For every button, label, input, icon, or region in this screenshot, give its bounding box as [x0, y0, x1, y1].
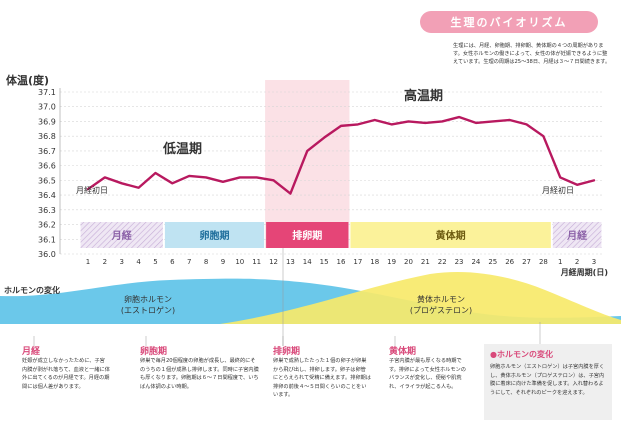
x-tick-label: 22: [438, 258, 447, 266]
y-axis-label: 体温(度): [6, 73, 49, 87]
x-tick-label: 26: [505, 258, 514, 266]
x-tick-label: 8: [204, 258, 208, 266]
x-tick-label: 20: [404, 258, 413, 266]
x-tick-label: 16: [337, 258, 346, 266]
y-tick-label: 36.3: [38, 206, 56, 215]
estrogen-sub-label: (エストロゲン): [121, 305, 175, 315]
note-ovulation-title: 排卵期: [273, 347, 301, 357]
x-tick-label: 3: [119, 258, 123, 266]
phase-bar: [164, 222, 265, 248]
note-follicular-title: 卵胞期: [140, 347, 168, 357]
x-tick-label: 19: [387, 258, 396, 266]
x-tick-label: 10: [235, 258, 244, 266]
x-tick-label: 21: [421, 258, 430, 266]
note-menstruation-body: 妊娠が成立しなかったために、子宮内膜が剥がれ落ちて、血液と一緒に体外に出てくるの…: [22, 358, 110, 390]
x-tick-label: 1: [86, 258, 90, 266]
y-tick-label: 36.6: [38, 162, 56, 171]
temperature-line: [86, 115, 596, 195]
x-tick-label: 24: [471, 258, 480, 266]
x-tick-label: 12: [269, 258, 278, 266]
progesterone-curve: [220, 271, 621, 324]
x-tick-label: 7: [187, 258, 191, 266]
y-tick-label: 36.4: [38, 191, 56, 200]
phase-label: 卵胞期: [200, 229, 230, 242]
y-tick-label: 36.9: [38, 117, 56, 126]
hormone-note-box: ●ホルモンの変化 卵胞ホルモン（エストロゲン）は子宮内膜を厚くし、黄体ホルモン（…: [484, 344, 612, 420]
x-tick-label: 18: [370, 258, 379, 266]
x-tick-label: 11: [252, 258, 261, 266]
progesterone-sub-label: (プロゲステロン): [410, 305, 472, 315]
low-temp-label: 低温期: [162, 141, 202, 157]
y-tick-label: 36.1: [38, 235, 56, 244]
estrogen-label: 卵胞ホルモン: [124, 294, 172, 304]
x-tick-label: 3: [592, 258, 596, 266]
ovulation-band: [265, 80, 350, 248]
note-luteal-body: 子宮内膜が最も厚くなる時期です。排卵によって女性ホルモンのバランスが変化し、便秘…: [389, 358, 466, 390]
phase-label: 月経: [111, 229, 133, 242]
x-tick-label: 23: [455, 258, 464, 266]
x-tick-label: 1: [558, 258, 562, 266]
x-tick-label: 13: [286, 258, 295, 266]
x-tick-label: 14: [303, 258, 312, 266]
y-tick-label: 36.2: [38, 221, 56, 230]
phase-label: 黄体期: [436, 229, 466, 242]
y-tick-label: 36.0: [38, 250, 56, 259]
x-tick-label: 15: [320, 258, 329, 266]
high-temp-label: 高温期: [404, 88, 443, 104]
note-menstruation-title: 月経: [22, 347, 41, 357]
x-tick-label: 2: [575, 258, 579, 266]
phase-bar: [350, 222, 551, 248]
x-tick-label: 25: [488, 258, 497, 266]
x-tick-label: 5: [153, 258, 157, 266]
x-tick-label: 28: [539, 258, 548, 266]
x-tick-label: 17: [353, 258, 362, 266]
y-tick-label: 37.0: [38, 103, 56, 112]
period-start-label-right: 月経初日: [542, 185, 574, 195]
phase-label: 排卵期: [292, 229, 322, 242]
note-ovulation-body: 卵巣で成熟したたった１個の卵子が卵巣から飛び出し、排卵します。卵子は卵管にとらえ…: [273, 358, 371, 398]
y-tick-label: 36.8: [38, 132, 56, 141]
y-tick-label: 36.5: [38, 176, 56, 185]
progesterone-label: 黄体ホルモン: [417, 294, 465, 304]
note-luteal-title: 黄体期: [389, 347, 417, 357]
intro-text: 生理には、月経、卵胞期、排卵期、黄体期の４つの周期があります。女性ホルモンの働き…: [453, 43, 611, 65]
period-start-label-left: 月経初日: [76, 185, 108, 195]
phase-bar: [552, 222, 602, 248]
x-tick-label: 4: [136, 258, 141, 266]
x-tick-label: 9: [221, 258, 225, 266]
hormone-change-label: ホルモンの変化: [4, 285, 60, 295]
page-title: 生理のバイオリズム: [420, 11, 598, 33]
x-tick-label: 27: [522, 258, 531, 266]
y-tick-label: 37.1: [38, 88, 56, 97]
x-axis-label: 月経周期(日): [560, 267, 608, 277]
phase-label: 月経: [566, 229, 588, 242]
note-follicular-body: 卵巣で毎月20個程度の卵胞が成長し、最終的にそのうちの１個が成熟し排卵します。同…: [140, 358, 259, 390]
hormone-note-body: 卵胞ホルモン（エストロゲン）は子宮内膜を厚くし、黄体ホルモン（プロゲステロン）は…: [490, 364, 605, 396]
x-tick-label: 6: [170, 258, 175, 266]
hormone-note-title: ●ホルモンの変化: [490, 350, 553, 359]
y-tick-label: 36.7: [38, 147, 56, 156]
phase-bar: [80, 222, 163, 248]
phase-bar: [266, 222, 349, 248]
x-tick-label: 2: [103, 258, 107, 266]
